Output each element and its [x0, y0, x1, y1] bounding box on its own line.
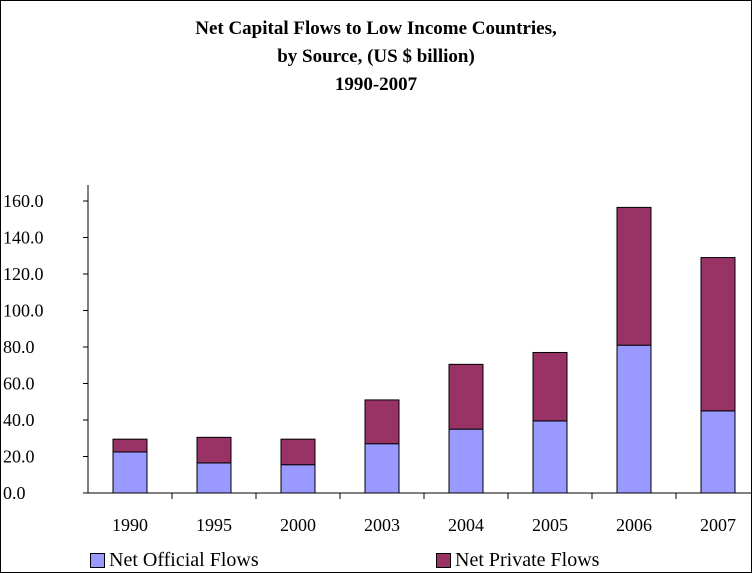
- bar-private-2007: [700, 257, 736, 412]
- bar-private-2000: [280, 438, 316, 466]
- bar-official-2006: [616, 344, 652, 494]
- chart-title: Net Capital Flows to Low Income Countrie…: [0, 15, 752, 99]
- chart-title-line-3: 1990-2007: [334, 74, 418, 95]
- bar-official-2000: [280, 464, 316, 494]
- y-tick-label: 120.0: [3, 264, 44, 284]
- bar-official-2004: [448, 428, 484, 494]
- bar-private-2006: [616, 206, 652, 346]
- x-tick-label: 1995: [196, 515, 232, 535]
- bar-private-1990: [112, 438, 148, 453]
- x-tick-label: 2004: [448, 515, 484, 535]
- y-tick-label: 0.0: [3, 483, 26, 503]
- legend-swatch-private: [436, 553, 451, 568]
- bar-official-2005: [532, 420, 568, 494]
- x-tick-label: 1990: [112, 515, 148, 535]
- bar-private-2003: [364, 399, 400, 445]
- bar-official-2007: [700, 410, 736, 494]
- y-tick-label: 140.0: [3, 228, 44, 248]
- legend-label-private: Net Private Flows: [455, 549, 600, 571]
- bar-official-2003: [364, 443, 400, 494]
- legend-swatch-official: [90, 553, 105, 568]
- bar-private-2005: [532, 351, 568, 422]
- y-tick-label: 20.0: [3, 447, 35, 467]
- chart-title-line-2: by Source, (US $ billion): [277, 46, 475, 67]
- bar-official-1990: [112, 451, 148, 494]
- legend-item-private: Net Private Flows: [436, 549, 599, 572]
- x-tick-label: 2000: [280, 515, 316, 535]
- legend-label-official: Net Official Flows: [109, 549, 259, 571]
- y-tick-label: 80.0: [3, 337, 35, 357]
- y-tick-label: 40.0: [3, 410, 35, 430]
- bar-private-2004: [448, 363, 484, 430]
- x-tick-label: 2003: [364, 515, 400, 535]
- x-tick-label: 2006: [616, 515, 652, 535]
- legend-item-official: Net Official Flows: [90, 549, 259, 572]
- y-tick-label: 60.0: [3, 374, 35, 394]
- y-tick-label: 100.0: [3, 301, 44, 321]
- x-tick-label: 2005: [532, 515, 568, 535]
- bar-private-1995: [196, 436, 232, 464]
- chart-title-line-1: Net Capital Flows to Low Income Countrie…: [195, 18, 557, 39]
- bar-official-1995: [196, 462, 232, 494]
- y-tick-label: 160.0: [3, 191, 44, 211]
- x-tick-label: 2007: [700, 515, 736, 535]
